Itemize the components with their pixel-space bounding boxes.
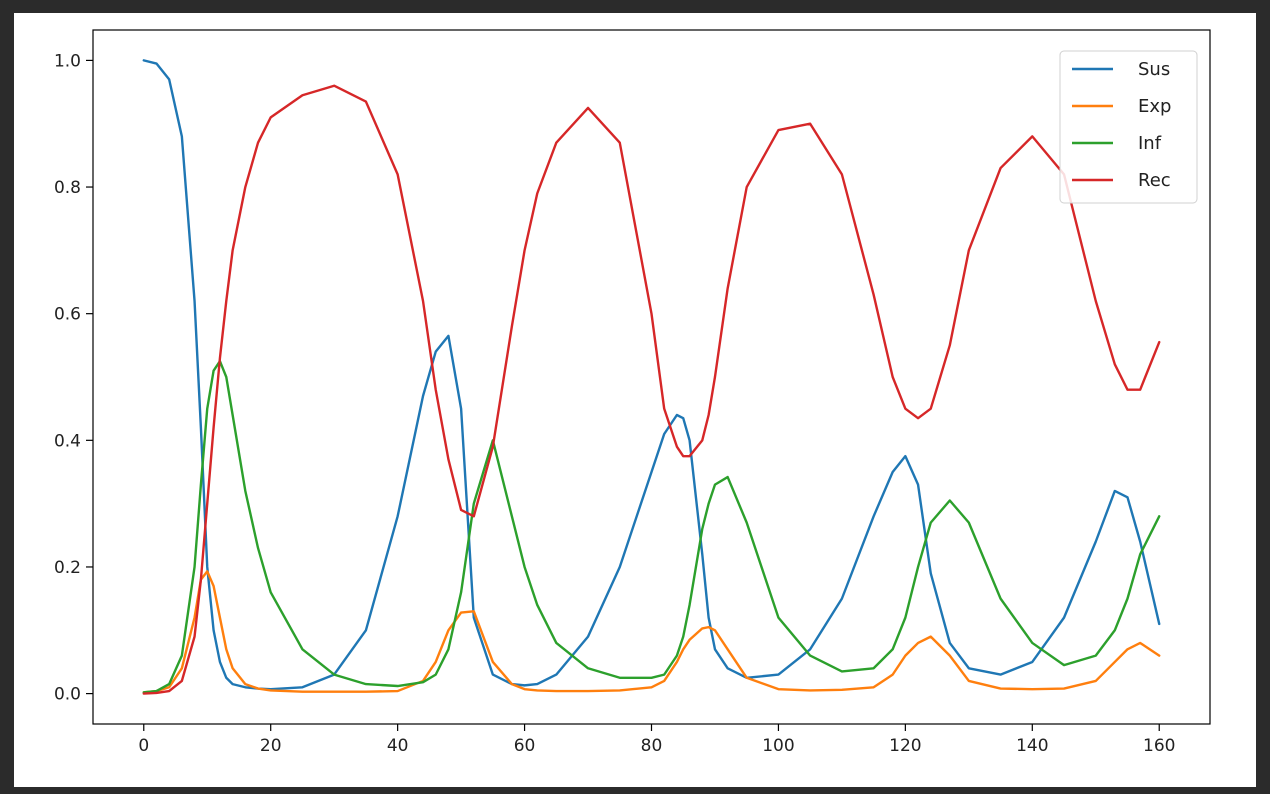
x-tick-label: 80 — [641, 736, 663, 756]
y-tick-label: 1.0 — [54, 51, 81, 71]
chart-figure: 0 20 40 60 80 100 120 140 160 0.0 0.2 0.4 0.6 0.8 1.0 S… — [14, 13, 1256, 787]
y-tick-label: 0.0 — [54, 685, 81, 705]
x-tick-label: 60 — [514, 736, 536, 756]
x-tick-label: 160 — [1143, 736, 1175, 756]
y-tick-label: 0.4 — [54, 431, 81, 451]
legend-label-inf: Inf — [1138, 133, 1162, 154]
series-line-exp — [142, 570, 1161, 694]
x-tick-label: 0 — [138, 736, 149, 756]
series-line-rec — [142, 84, 1161, 695]
x-tick-label: 40 — [387, 736, 409, 756]
legend-label-exp: Exp — [1138, 96, 1171, 117]
y-tick-label: 0.8 — [54, 178, 81, 198]
y-tick-label: 0.6 — [54, 305, 81, 325]
x-tick-label: 140 — [1016, 736, 1048, 756]
legend-label-rec: Rec — [1138, 170, 1171, 191]
series-line-inf — [142, 359, 1161, 694]
x-tick-label: 20 — [260, 736, 282, 756]
plot-frame — [92, 29, 1211, 725]
y-tick-label: 0.2 — [54, 558, 81, 578]
legend-box — [1059, 50, 1198, 204]
x-tick-label: 100 — [762, 736, 794, 756]
line-chart: 0 20 40 60 80 100 120 140 160 0.0 0.2 0.4 0.6 0.8 1.0 S… — [54, 29, 1211, 756]
series-line-sus — [142, 59, 1161, 691]
x-tick-label: 120 — [889, 736, 921, 756]
legend-label-sus: Sus — [1138, 59, 1170, 80]
